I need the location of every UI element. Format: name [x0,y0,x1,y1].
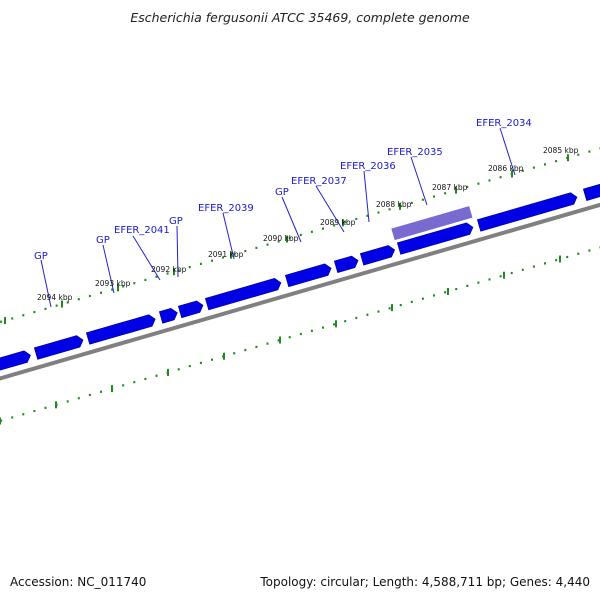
gene-leader-line [40,259,52,308]
gene-label[interactable]: EFER_2037 [291,176,347,187]
highlighted-feature[interactable] [391,206,473,241]
label-leaders [40,127,516,308]
gene-features [0,179,600,379]
gene-leader-line [315,185,345,233]
tick-label: 2089 kbp [320,218,356,227]
gene-label[interactable]: GP [169,216,183,227]
gene-arrow-shape [476,192,578,232]
gene-arrow-shape [0,350,31,379]
gene-arrow[interactable] [359,244,396,266]
gene-arrow-shape [396,222,474,255]
gene-arrow-shape [582,180,600,201]
gene-arrow[interactable] [476,191,578,232]
gene-arrow-shape [359,245,396,266]
gene-leader-line [102,244,115,294]
gene-label[interactable]: EFER_2039 [198,203,254,214]
gene-arrow-shape [333,255,359,273]
gene-arrow-shape [204,278,282,311]
tick-label: 2094 kbp [37,293,73,302]
gene-label[interactable]: EFER_2041 [114,225,170,236]
gene-label[interactable]: GP [96,235,110,246]
outer-tick-ring [0,147,600,325]
gene-label[interactable]: GP [34,251,48,262]
gene-arrow[interactable] [333,255,359,273]
gene-leader-line [499,127,516,176]
tick-label: 2086 kbp [488,164,524,173]
gene-arrow[interactable] [396,221,474,255]
gene-leader-line [222,212,235,260]
tick-label: 2088 kbp [376,200,412,209]
accession-label: Accession: NC_011740 [10,575,147,589]
gene-label[interactable]: EFER_2036 [340,161,396,172]
gene-arrow-shape [33,335,84,360]
gene-leader-line [281,196,302,243]
tick-label: 2085 kbp [543,146,579,155]
gene-arrow[interactable] [582,179,600,201]
gene-arrow[interactable] [85,313,157,345]
gene-arrow[interactable] [177,300,204,319]
gene-arrow-shape [85,314,156,345]
gene-label[interactable]: GP [275,187,289,198]
gene-labels: GPGPEFER_2041GPEFER_2039GPEFER_2037EFER_… [34,118,532,262]
gene-leader-line [176,225,179,278]
genome-backbone [0,202,600,381]
gene-leader-line [363,170,370,223]
gene-arrow[interactable] [0,349,32,379]
gene-arrow[interactable] [204,277,282,311]
gene-arrow-shape [177,300,204,319]
gene-label[interactable]: EFER_2034 [476,118,532,129]
gene-arrow[interactable] [33,334,84,360]
gene-arrow[interactable] [284,262,333,288]
tick-label: 2092 kbp [151,265,187,274]
gene-arrow[interactable] [158,307,179,324]
gene-leader-line [410,156,428,206]
map-title: Escherichia fergusonii ATCC 35469, compl… [130,10,470,25]
genome-summary: Topology: circular; Length: 4,588,711 bp… [260,575,590,589]
highlighted-feature-shape [391,206,473,241]
tick-label: 2091 kbp [208,250,244,259]
tick-label: 2087 kbp [432,183,468,192]
tick-label: 2093 kbp [95,279,131,288]
tick-labels: 2094 kbp 2093 kbp 2092 kbp 2091 kbp 2090 kbp… [37,146,579,302]
gene-label[interactable]: EFER_2035 [387,147,443,158]
gene-arrow-shape [284,263,332,288]
gene-leader-line [132,235,161,281]
gene-arrow-shape [158,308,178,324]
tick-label: 2090 kbp [263,234,299,243]
inner-tick-ring [0,246,600,425]
